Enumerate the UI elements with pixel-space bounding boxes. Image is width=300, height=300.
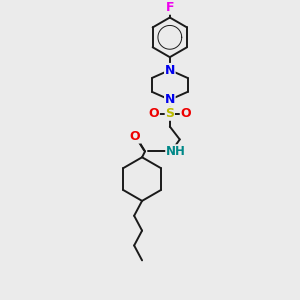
Text: O: O [130,130,140,143]
Text: N: N [165,64,175,76]
Text: S: S [165,107,174,120]
Text: O: O [149,107,159,120]
Text: F: F [166,1,174,14]
Text: N: N [165,93,175,106]
Text: O: O [180,107,191,120]
Text: NH: NH [166,145,186,158]
